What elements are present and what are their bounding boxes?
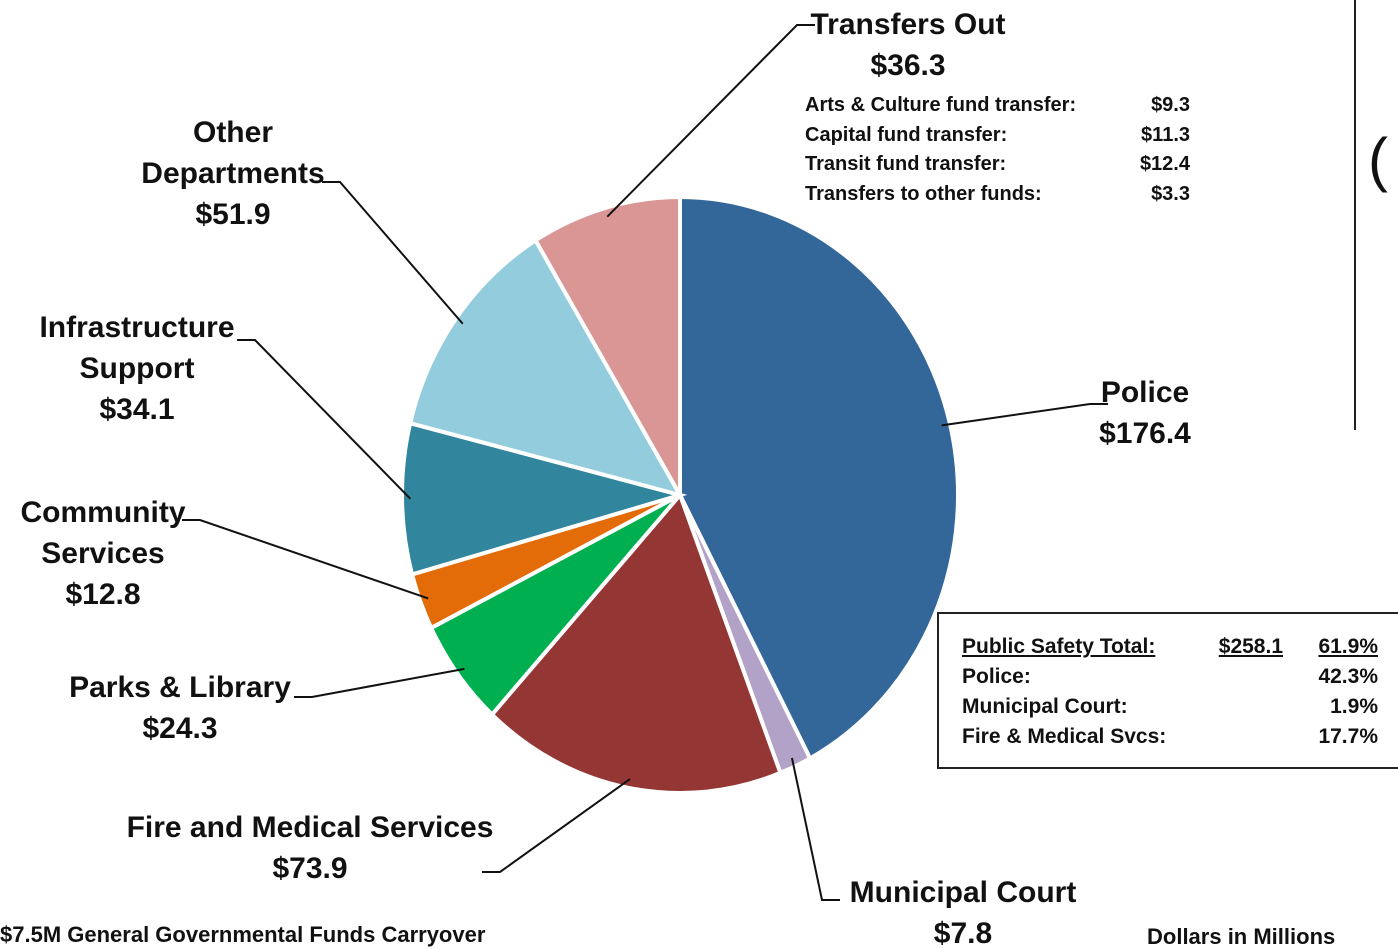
side-panel: ( bbox=[1368, 126, 1388, 193]
pie-slice bbox=[407, 237, 685, 499]
public-safety-percent: 1.9% bbox=[1330, 695, 1378, 718]
slice-label: Municipal Court $7.8 bbox=[813, 872, 1113, 949]
public-safety-name: Public Safety Total: bbox=[962, 635, 1156, 658]
transfer-name: Transfers to other funds: bbox=[805, 182, 1042, 205]
slice-label: Fire and Medical Services $73.9 bbox=[90, 807, 530, 889]
category-label: Parks & Library bbox=[69, 671, 291, 704]
transfer-amount: $11.3 bbox=[1141, 123, 1190, 146]
value-label: $73.9 bbox=[272, 852, 348, 885]
slice-label: Parks & Library $24.3 bbox=[30, 667, 330, 749]
public-safety-amount: $258.1 bbox=[1218, 635, 1283, 658]
value-label: $36.3 bbox=[870, 49, 946, 82]
slice-label: Community Services $12.8 bbox=[8, 492, 198, 615]
slice-label: Transfers Out $36.3 bbox=[758, 4, 1058, 86]
value-label: $24.3 bbox=[142, 712, 218, 745]
category-label: Transfers Out bbox=[810, 8, 1006, 41]
leader-line bbox=[790, 757, 840, 901]
footnote: $7.5M General Governmental Funds Carryov… bbox=[0, 922, 486, 947]
leader-line bbox=[294, 667, 465, 698]
category-label: Police bbox=[1100, 376, 1190, 409]
value-label: $51.9 bbox=[195, 198, 271, 231]
public-safety-name: Police: bbox=[962, 665, 1031, 688]
slice-label: Infrastructure Support $34.1 bbox=[17, 307, 257, 430]
transfer-name: Arts & Culture fund transfer: bbox=[805, 94, 1077, 116]
public-safety-percent: 42.3% bbox=[1318, 665, 1378, 688]
leader-line bbox=[322, 181, 464, 325]
leader-line bbox=[182, 519, 429, 600]
value-label: $7.8 bbox=[933, 917, 993, 949]
public-safety-name: Municipal Court: bbox=[962, 695, 1128, 718]
public-safety-percent: 61.9% bbox=[1318, 635, 1378, 658]
pie-slice bbox=[400, 420, 688, 577]
slice-label: Police $176.4 bbox=[995, 372, 1295, 454]
category-label: Community Services bbox=[20, 496, 186, 570]
category-label: Other Departments bbox=[141, 116, 325, 190]
category-label: Infrastructure Support bbox=[39, 311, 235, 385]
leader-line bbox=[237, 339, 412, 500]
transfer-name: Capital fund transfer: bbox=[805, 123, 1008, 146]
value-label: $12.8 bbox=[65, 578, 141, 611]
leader-line bbox=[482, 778, 631, 873]
pie-slice bbox=[532, 194, 682, 503]
category-label: Fire and Medical Services bbox=[126, 811, 494, 844]
pie-slice bbox=[489, 491, 783, 795]
value-label: $34.1 bbox=[99, 393, 175, 426]
transfer-name: Transit fund transfer: bbox=[805, 153, 1007, 175]
transfer-amount: $9.3 bbox=[1151, 94, 1190, 116]
units-note: Dollars in Millions bbox=[1147, 924, 1336, 949]
public-safety-percent: 17.7% bbox=[1318, 725, 1378, 748]
category-label: Municipal Court bbox=[849, 876, 1077, 909]
value-label: $176.4 bbox=[1099, 417, 1191, 450]
transfer-amount: $12.4 bbox=[1139, 153, 1190, 175]
public-safety-box bbox=[937, 612, 1398, 769]
leader-line bbox=[606, 24, 815, 218]
public-safety-name: Fire & Medical Svcs: bbox=[962, 725, 1167, 748]
transfer-amount: $3.3 bbox=[1151, 182, 1190, 205]
slice-label: Other Departments $51.9 bbox=[123, 112, 343, 235]
leader-line bbox=[941, 403, 1108, 427]
